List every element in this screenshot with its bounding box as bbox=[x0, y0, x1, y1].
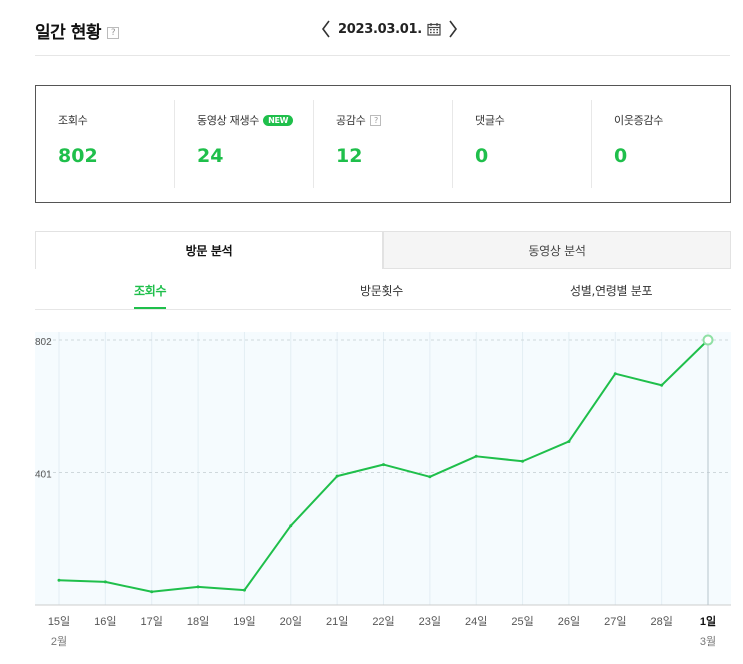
x-tick-label: 20일 bbox=[280, 614, 302, 628]
data-point bbox=[103, 580, 107, 584]
x-tick-label: 26일 bbox=[558, 614, 580, 628]
data-point bbox=[196, 585, 200, 589]
subtab-views[interactable]: 조회수 bbox=[134, 284, 167, 309]
data-point bbox=[567, 439, 571, 443]
date-navigator: 2023.03.01. bbox=[318, 16, 461, 42]
stat-video-plays: 동영상 재생수 NEW 24 bbox=[175, 100, 314, 188]
line-chart: 802 401 15일 16일 17일 18일 19일 20일 21일 22일 23일 24일 25일 2… bbox=[35, 332, 731, 648]
tab-visit-analysis[interactable]: 방문 분석 bbox=[35, 231, 383, 269]
calendar-icon[interactable] bbox=[427, 22, 441, 36]
data-point bbox=[382, 463, 385, 467]
stat-value: 24 bbox=[197, 145, 224, 167]
highlight-point bbox=[702, 334, 714, 346]
stat-label: 이웃증감수 bbox=[614, 114, 664, 127]
data-point bbox=[150, 590, 154, 594]
data-point bbox=[521, 459, 525, 463]
stat-comments: 댓글수 0 bbox=[453, 100, 592, 188]
stat-value: 0 bbox=[475, 145, 489, 167]
metric-subtabs: 조회수 방문횟수 성별,연령별 분포 bbox=[35, 270, 731, 310]
x-tick-label: 23일 bbox=[419, 614, 441, 628]
help-icon[interactable]: ? bbox=[106, 27, 119, 39]
data-point bbox=[57, 578, 61, 582]
month-label: 3월 bbox=[700, 635, 716, 648]
stat-value: 0 bbox=[614, 145, 628, 167]
stat-views: 조회수 802 bbox=[36, 100, 175, 188]
x-tick-label: 21일 bbox=[326, 614, 348, 628]
y-tick-label: 401 bbox=[35, 470, 52, 481]
views-chart: 802 401 15일 16일 17일 18일 19일 20일 21일 22일 23일 24일 25일 2… bbox=[0, 320, 743, 664]
next-date-button[interactable] bbox=[445, 17, 461, 41]
help-icon[interactable]: ? bbox=[370, 114, 382, 126]
stat-label: 공감수 bbox=[336, 114, 366, 127]
data-point bbox=[335, 474, 339, 478]
analysis-tabs: 방문 분석 동영상 분석 bbox=[35, 231, 731, 269]
x-tick-label: 1일 bbox=[700, 614, 716, 628]
subtab-visit-count[interactable]: 방문횟수 bbox=[360, 284, 403, 298]
data-point bbox=[428, 475, 432, 479]
x-tick-label: 22일 bbox=[372, 614, 394, 628]
y-tick-label: 802 bbox=[35, 337, 52, 348]
chevron-right-icon bbox=[449, 20, 457, 38]
x-tick-label: 25일 bbox=[511, 614, 533, 628]
data-point bbox=[289, 524, 293, 528]
stat-value: 802 bbox=[58, 145, 98, 167]
subtab-gender-age[interactable]: 성별,연령별 분포 bbox=[570, 284, 653, 298]
data-point bbox=[242, 588, 246, 592]
x-tick-label: 16일 bbox=[94, 614, 116, 628]
x-tick-label: 19일 bbox=[233, 614, 255, 628]
stat-likes: 공감수? 12 bbox=[314, 100, 453, 188]
page-title: 일간 현황? bbox=[35, 18, 119, 43]
stat-label: 조회수 bbox=[58, 114, 88, 127]
data-point bbox=[660, 383, 664, 387]
x-tick-label: 18일 bbox=[187, 614, 209, 628]
x-tick-label: 15일 bbox=[48, 614, 70, 628]
tab-video-analysis[interactable]: 동영상 분석 bbox=[383, 231, 731, 269]
month-label: 2월 bbox=[51, 635, 67, 648]
prev-date-button[interactable] bbox=[318, 17, 334, 41]
data-point bbox=[613, 372, 617, 376]
stats-summary: 조회수 802 동영상 재생수 NEW 24 공감수? 12 댓글수 0 이웃증감… bbox=[35, 85, 731, 203]
x-tick-label: 17일 bbox=[141, 614, 163, 628]
new-badge: NEW bbox=[263, 114, 294, 126]
stat-label-row: 공감수? bbox=[336, 112, 452, 128]
current-date: 2023.03.01. bbox=[338, 21, 422, 37]
x-tick-label: 28일 bbox=[650, 614, 672, 628]
stat-label: 댓글수 bbox=[475, 114, 505, 127]
stat-neighbor-change: 이웃증감수 0 bbox=[592, 100, 730, 188]
x-tick-label: 27일 bbox=[604, 614, 626, 628]
data-point bbox=[474, 454, 478, 458]
page-header: 일간 현황? 2023.03.01. bbox=[35, 14, 730, 56]
stat-label-row: 동영상 재생수 NEW bbox=[197, 112, 313, 128]
stat-value: 12 bbox=[336, 145, 363, 167]
chevron-left-icon bbox=[322, 20, 330, 38]
page-title-text: 일간 현황 bbox=[35, 23, 101, 43]
stat-label: 동영상 재생수 bbox=[197, 114, 260, 127]
x-tick-label: 24일 bbox=[465, 614, 487, 628]
